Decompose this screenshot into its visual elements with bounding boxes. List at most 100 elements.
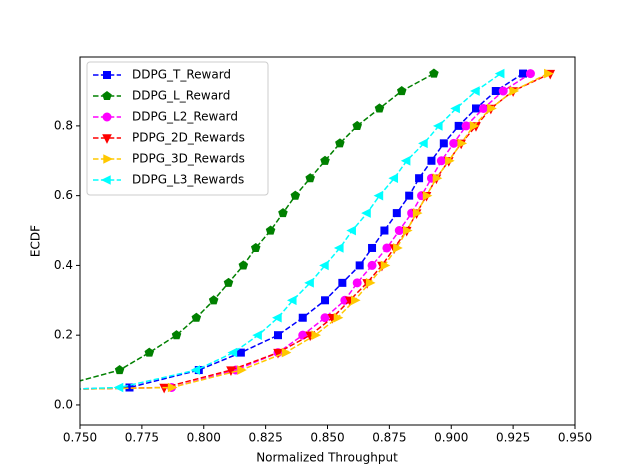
marker: [445, 155, 455, 166]
x-tick-label: 0.800: [187, 431, 221, 445]
marker: [352, 278, 362, 288]
marker: [338, 278, 347, 287]
marker: [509, 86, 520, 96]
y-axis-label: ECDF: [29, 225, 43, 257]
legend-label: DDPG_L2_Reward: [132, 110, 238, 124]
marker: [368, 243, 377, 252]
legend-box: [86, 61, 269, 196]
legend-marker: [102, 90, 112, 101]
marker: [405, 191, 414, 200]
series-line: [80, 72, 502, 390]
marker: [478, 103, 488, 113]
marker: [355, 261, 364, 270]
marker: [237, 365, 247, 375]
marker: [114, 365, 125, 375]
marker: [394, 226, 404, 236]
marker: [418, 138, 428, 149]
marker: [167, 382, 178, 393]
marker: [457, 138, 468, 149]
marker: [113, 382, 124, 393]
x-tick-label: 0.750: [63, 431, 97, 445]
marker: [190, 365, 201, 375]
marker: [436, 156, 446, 166]
marker: [498, 86, 508, 96]
y-tick-label: 0.2: [54, 328, 73, 342]
marker: [226, 366, 236, 376]
marker: [333, 243, 344, 253]
marker: [439, 139, 448, 148]
marker: [320, 155, 330, 165]
marker: [223, 277, 234, 287]
marker: [272, 312, 282, 323]
y-tick-label: 0.8: [54, 118, 73, 132]
marker: [454, 121, 463, 130]
marker: [250, 242, 261, 253]
y-tick-label: 0.6: [54, 188, 73, 202]
x-tick-label: 0.900: [434, 431, 468, 445]
marker: [494, 68, 505, 79]
legend-marker: [103, 71, 111, 79]
marker: [382, 243, 392, 253]
marker: [432, 173, 443, 184]
marker: [361, 208, 371, 218]
marker: [491, 87, 500, 96]
marker: [208, 295, 219, 305]
marker: [525, 69, 535, 79]
x-tick-label: 0.825: [248, 431, 282, 445]
marker: [472, 104, 480, 113]
marker: [449, 138, 459, 148]
marker: [380, 226, 389, 235]
marker: [238, 260, 249, 270]
x-tick-label: 0.875: [372, 431, 406, 445]
marker: [432, 121, 443, 131]
marker: [191, 312, 202, 322]
x-tick-label: 0.850: [310, 431, 344, 445]
marker: [374, 103, 385, 113]
marker: [171, 330, 182, 340]
x-axis-label: Normalized Throughput: [256, 451, 398, 465]
marker: [311, 330, 322, 340]
plot-area: [80, 68, 556, 394]
legend-label: PDPG_2D_Rewards: [132, 131, 245, 145]
marker: [469, 121, 480, 131]
legend-marker: [102, 112, 112, 122]
marker: [278, 208, 288, 218]
marker: [227, 347, 238, 358]
marker: [544, 68, 554, 79]
marker: [422, 190, 433, 201]
marker: [274, 331, 282, 340]
marker: [298, 330, 308, 340]
marker: [427, 156, 436, 165]
marker: [365, 278, 376, 288]
marker: [321, 296, 330, 305]
marker: [265, 225, 276, 235]
marker: [519, 69, 528, 78]
marker: [298, 313, 307, 322]
marker: [373, 190, 384, 201]
marker: [412, 208, 423, 218]
y-tick-label: 0.0: [54, 397, 73, 411]
marker: [304, 278, 314, 288]
marker: [351, 295, 361, 306]
marker: [320, 313, 330, 323]
marker: [461, 121, 471, 131]
marker: [392, 209, 401, 218]
marker: [450, 103, 460, 114]
marker: [367, 260, 377, 270]
marker: [470, 86, 480, 96]
marker: [487, 103, 497, 114]
marker: [290, 190, 301, 200]
marker: [335, 138, 345, 148]
marker: [252, 330, 262, 340]
marker: [403, 225, 413, 236]
marker: [144, 347, 155, 357]
marker: [415, 174, 424, 183]
legend-marker: [101, 175, 111, 185]
marker: [236, 348, 245, 357]
legend-label: DDPG_L_Reward: [132, 89, 230, 103]
y-tick-label: 0.4: [54, 258, 73, 272]
marker: [319, 260, 329, 271]
marker: [281, 347, 292, 358]
x-tick-label: 0.950: [558, 431, 592, 445]
